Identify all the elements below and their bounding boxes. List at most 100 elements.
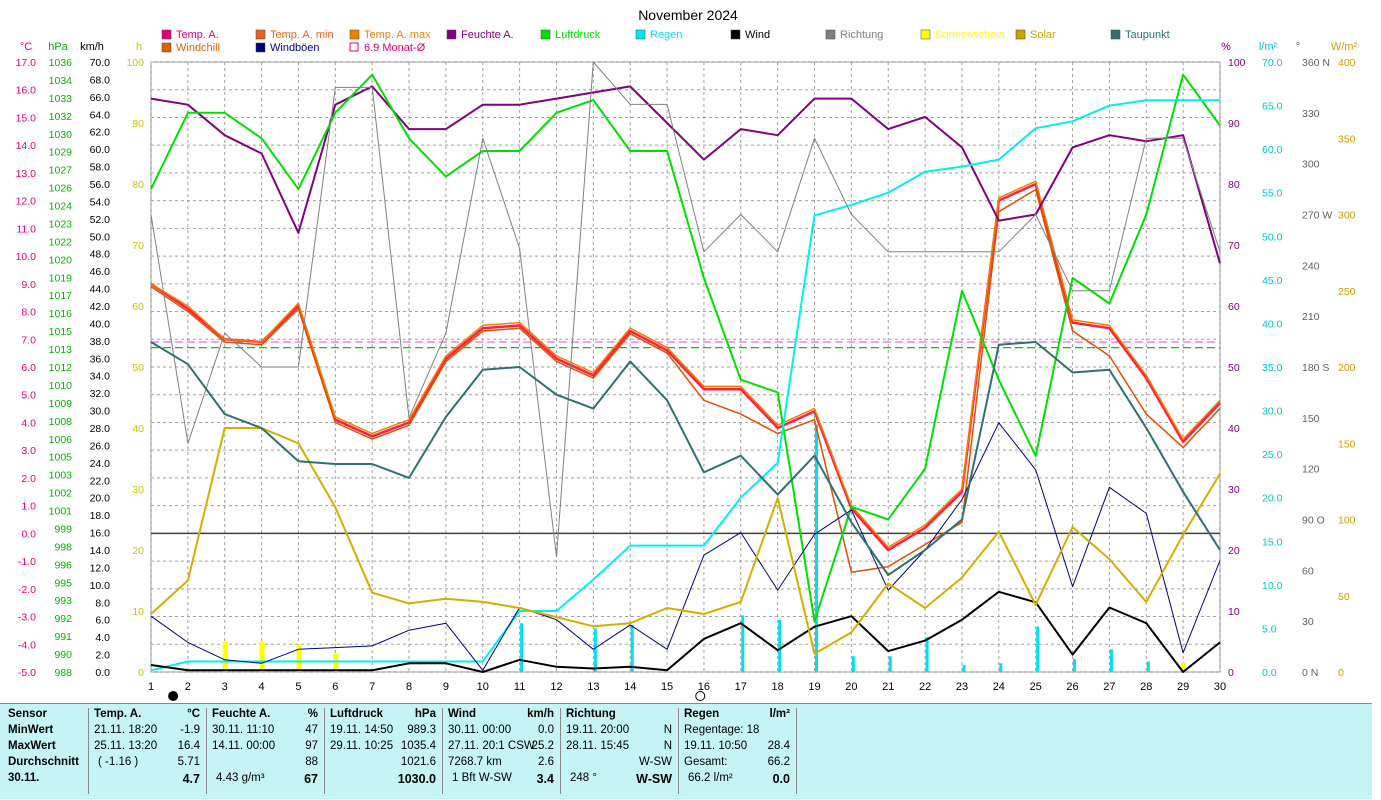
y-tick-pressure: 993 [54, 595, 72, 607]
y-tick-sun_hours: 20 [132, 545, 144, 557]
y-tick-sun_hours: 80 [132, 179, 144, 191]
legend-swatch [540, 29, 551, 40]
row-label-today: 30.11. [8, 772, 40, 784]
x-tick-label: 6 [332, 681, 338, 693]
y-tick-wind: 10.0 [90, 580, 111, 592]
y-tick-humidity: 60 [1228, 301, 1240, 313]
x-tick-label: 25 [1030, 681, 1042, 693]
pressure-min-time: 19.11. 14:50 [330, 724, 394, 736]
rain-total-note: 66.2 l/m² [688, 772, 733, 784]
y-tick-pressure: 1026 [49, 183, 73, 195]
y-tick-wind: 54.0 [90, 196, 111, 208]
temp-min-time: 21.11. 18:20 [94, 724, 158, 736]
wind-min-value: 0.0 [538, 724, 554, 736]
legend-swatch [730, 29, 741, 40]
humidity-today-value: 67 [304, 772, 318, 786]
y-tick-direction: 150 [1302, 413, 1320, 425]
pressure-max-time: 29.11. 10:25 [330, 740, 394, 752]
rain-total-label: Gesamt: [684, 756, 728, 768]
y-tick-humidity: 90 [1228, 118, 1240, 130]
x-tick-label: 24 [993, 681, 1005, 693]
y-tick-pressure: 1022 [49, 236, 73, 248]
y-tick-wind: 2.0 [95, 650, 110, 662]
y-tick-temp: 1.0 [21, 501, 36, 513]
y-tick-solar: 250 [1338, 286, 1356, 298]
y-tick-pressure: 988 [54, 667, 72, 679]
y-tick-direction: 270 W [1302, 210, 1332, 222]
y-tick-temp: 4.0 [21, 417, 36, 429]
y-tick-wind: 28.0 [90, 423, 111, 435]
pressure-today-value: 1030.0 [397, 772, 436, 786]
temp-header: Temp. A. [94, 708, 142, 720]
separator [442, 708, 443, 794]
y-tick-pressure: 1036 [49, 57, 73, 69]
legend-swatch [1015, 29, 1026, 40]
y-tick-pressure: 1003 [49, 470, 73, 482]
y-tick-pressure: 1010 [49, 380, 73, 392]
y-tick-sun_hours: 50 [132, 362, 144, 374]
rain-header: Regen [684, 708, 720, 720]
series-line [150, 427, 1221, 655]
y-tick-solar: 350 [1338, 133, 1356, 145]
pressure-avg-value: 1021.6 [400, 756, 436, 768]
pressure-max-value: 1035.4 [400, 740, 436, 752]
y-tick-rain: 55.0 [1262, 188, 1283, 200]
x-tick-label: 16 [698, 681, 710, 693]
y-tick-temp: 9.0 [21, 279, 36, 291]
y-tick-direction: 30 [1302, 616, 1314, 628]
y-tick-wind: 60.0 [90, 144, 111, 156]
axis-unit-sun_hours: h [136, 41, 142, 53]
direction-min-value: N [663, 724, 672, 736]
y-tick-temp: -5.0 [18, 667, 36, 679]
y-tick-temp: 0.0 [21, 528, 36, 540]
x-tick-label: 3 [222, 681, 228, 693]
y-tick-rain: 70.0 [1262, 57, 1283, 69]
y-tick-sun_hours: 40 [132, 423, 144, 435]
series-line [150, 590, 1221, 673]
y-tick-solar: 50 [1338, 591, 1350, 603]
y-tick-direction: 240 [1302, 260, 1320, 272]
y-tick-pressure: 1033 [49, 93, 73, 105]
y-tick-wind: 66.0 [90, 92, 111, 104]
legend-label: Wind [745, 29, 770, 41]
separator [324, 708, 325, 794]
y-tick-pressure: 1017 [49, 290, 73, 302]
y-tick-humidity: 50 [1228, 362, 1240, 374]
x-tick-label: 11 [514, 681, 525, 693]
y-tick-wind: 0.0 [95, 667, 110, 679]
y-tick-temp: -1.0 [18, 556, 36, 568]
y-tick-pressure: 1023 [49, 218, 73, 230]
wind-today-value: 3.4 [536, 772, 554, 786]
humidity-max-time: 14.11. 00:00 [212, 740, 276, 752]
moon-phase-icon [695, 691, 706, 701]
y-tick-rain: 35.0 [1262, 362, 1283, 374]
y-tick-sun_hours: 30 [132, 484, 144, 496]
axis-unit-humidity: % [1221, 41, 1231, 53]
axis-unit-wind: km/h [80, 41, 104, 53]
legend-label: Temp. A. [176, 29, 219, 41]
rain-bar [630, 624, 634, 672]
y-tick-wind: 38.0 [90, 336, 111, 348]
rain-total-value: 66.2 [767, 756, 790, 768]
temp-avg-note: ( -1.16 ) [98, 756, 139, 768]
pressure-column: Luftdruck hPa 19.11. 14:50 989.3 29.11. 10… [330, 708, 436, 788]
y-tick-pressure: 1016 [49, 308, 73, 320]
y-tick-wind: 8.0 [95, 597, 110, 609]
y-tick-wind: 12.0 [90, 562, 111, 574]
y-tick-humidity: 70 [1228, 240, 1240, 252]
axis-unit-direction: ° [1296, 41, 1300, 53]
y-tick-rain: 15.0 [1262, 536, 1283, 548]
y-tick-pressure: 1015 [49, 326, 73, 338]
temp-unit: °C [187, 708, 200, 720]
row-label-max: MaxWert [8, 740, 56, 752]
temp-max-time: 25.11. 13:20 [94, 740, 158, 752]
y-tick-rain: 45.0 [1262, 275, 1283, 287]
y-tick-rain: 5.0 [1262, 623, 1277, 635]
humidity-max-value: 97 [305, 740, 318, 752]
x-tick-label: 10 [477, 681, 489, 693]
y-tick-direction: 360 N [1302, 57, 1330, 69]
wind-unit: km/h [527, 708, 554, 720]
y-tick-temp: 3.0 [21, 445, 36, 457]
y-tick-pressure: 998 [54, 541, 72, 553]
